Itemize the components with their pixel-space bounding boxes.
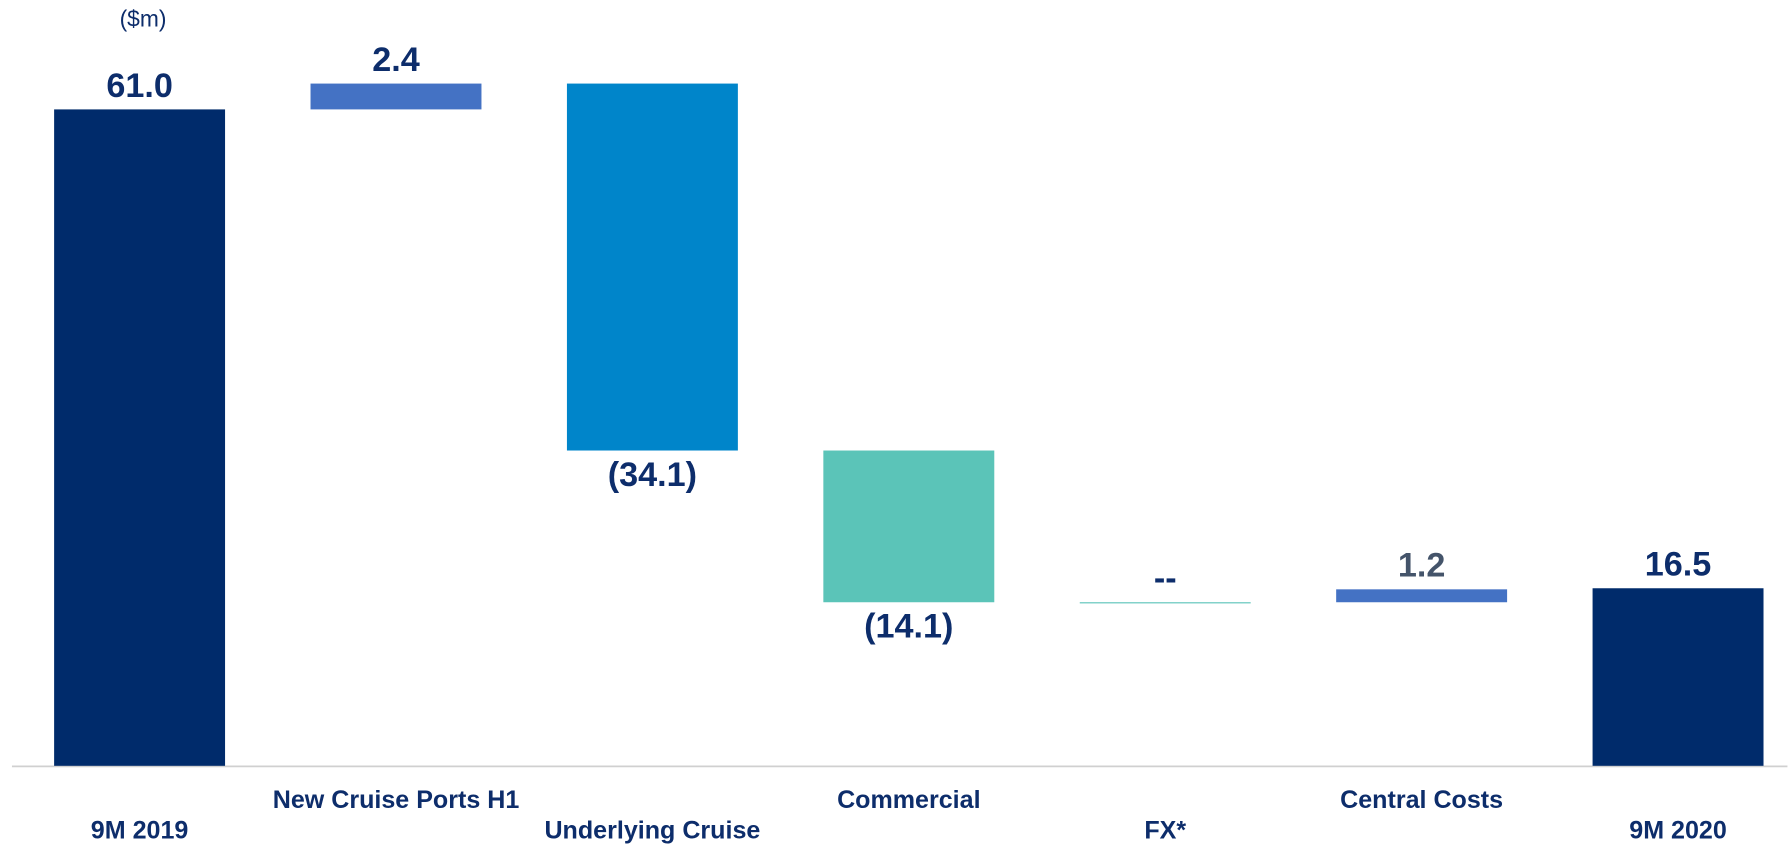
value-label: 16.5 [1645, 546, 1712, 584]
bar [1592, 588, 1764, 766]
unit-label: ($m) [120, 6, 167, 32]
bar [1336, 589, 1508, 603]
category-label: Commercial [837, 786, 980, 814]
category-label: New Cruise Ports H1 [273, 786, 520, 814]
value-label: 61.0 [106, 67, 173, 105]
category-label: FX* [1144, 817, 1186, 845]
bar [54, 109, 226, 766]
bar [1079, 602, 1251, 604]
bar [566, 83, 738, 451]
category-label: Underlying Cruise [544, 817, 760, 845]
category-label: 9M 2020 [1629, 817, 1727, 845]
value-label: (14.1) [864, 607, 953, 645]
value-label: -- [1154, 560, 1177, 598]
category-label: Central Costs [1340, 786, 1503, 814]
bar [823, 450, 995, 603]
value-label: 2.4 [372, 41, 420, 79]
bar [310, 83, 482, 110]
category-label: 9M 2019 [91, 817, 189, 845]
value-label: 1.2 [1398, 547, 1446, 585]
value-label: (34.1) [608, 456, 697, 494]
